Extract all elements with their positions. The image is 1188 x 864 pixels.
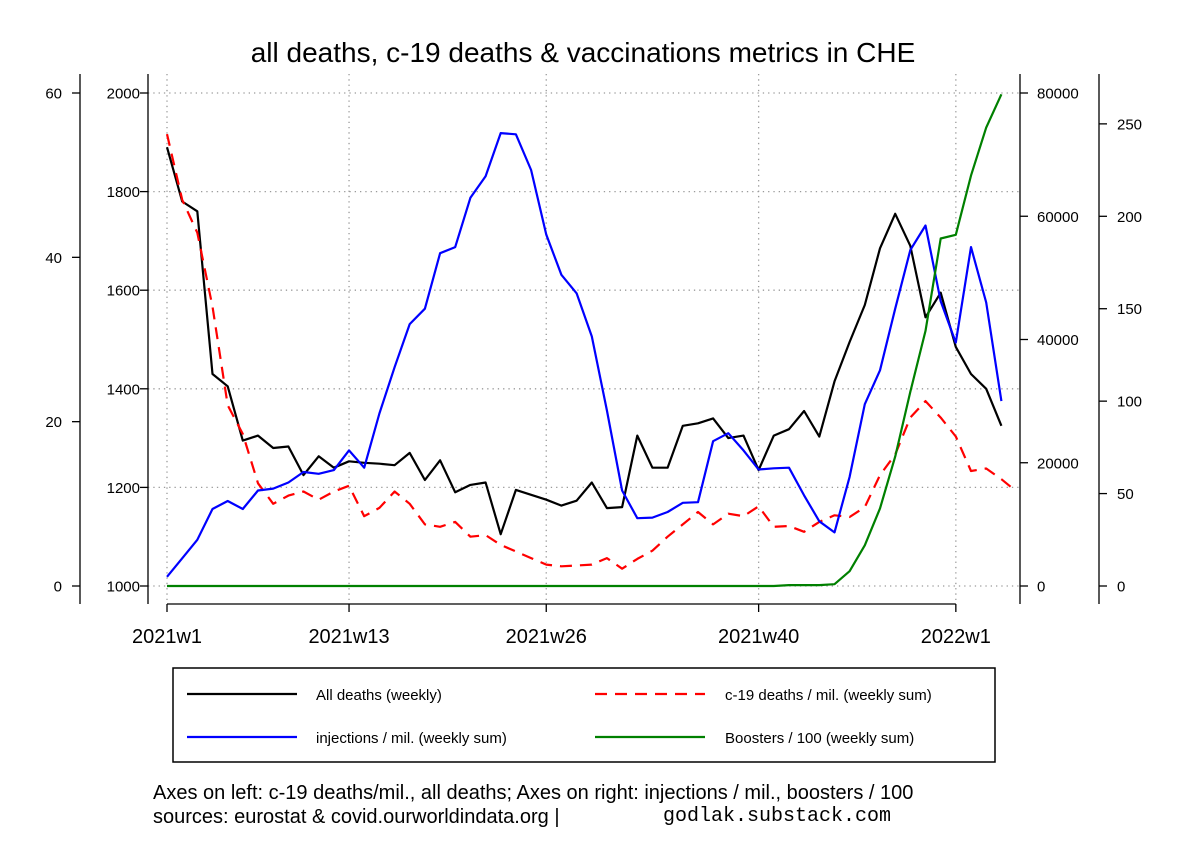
- x-tick-label: 2022w1: [921, 626, 991, 648]
- footer-axes-note: Axes on left: c-19 deaths/mil., all deat…: [153, 782, 913, 804]
- series-lines: [165, 93, 1018, 588]
- y-tick-label-injections_per_mil: 0: [1037, 579, 1045, 596]
- y-tick-label-c19_deaths_per_mil: 60: [45, 86, 62, 103]
- y-tick-label-boosters_per_100: 100: [1117, 394, 1142, 411]
- series-line-0: [165, 146, 1003, 536]
- footer-sources: sources: eurostat & covid.ourworldindata…: [153, 806, 560, 828]
- y-tick-label-boosters_per_100: 50: [1117, 486, 1134, 503]
- x-tick-label: 2021w13: [308, 626, 389, 648]
- y-tick-label-injections_per_mil: 60000: [1037, 209, 1079, 226]
- y-tick-label-injections_per_mil: 40000: [1037, 332, 1079, 349]
- y-tick-label-all_deaths: 1200: [107, 480, 140, 497]
- x-tick-label: 2021w40: [718, 626, 799, 648]
- grid: [148, 74, 1020, 604]
- legend-label-all-deaths: All deaths (weekly): [316, 687, 442, 704]
- y-tick-label-c19_deaths_per_mil: 20: [45, 414, 62, 431]
- legend-label-boosters: Boosters / 100 (weekly sum): [725, 730, 914, 747]
- y-tick-label-all_deaths: 1800: [107, 184, 140, 201]
- footer-credit: godlak.substack.com: [663, 805, 891, 828]
- y-tick-label-boosters_per_100: 150: [1117, 301, 1142, 318]
- series-line-1: [165, 133, 1018, 570]
- y-tick-label-all_deaths: 1000: [107, 579, 140, 596]
- y-tick-label-c19_deaths_per_mil: 0: [54, 579, 62, 596]
- y-tick-label-c19_deaths_per_mil: 40: [45, 250, 62, 267]
- legend: All deaths (weekly) c-19 deaths / mil. (…: [172, 667, 996, 763]
- x-tick-label: 2021w1: [132, 626, 202, 648]
- y-tick-label-boosters_per_100: 200: [1117, 209, 1142, 226]
- legend-label-c19-deaths: c-19 deaths / mil. (weekly sum): [725, 687, 932, 704]
- x-tick-label: 2021w26: [506, 626, 587, 648]
- series-line-3: [167, 93, 1003, 588]
- legend-label-injections: injections / mil. (weekly sum): [316, 730, 507, 747]
- chart-title: all deaths, c-19 deaths & vaccinations m…: [251, 37, 916, 68]
- y-tick-label-all_deaths: 2000: [107, 86, 140, 103]
- y-tick-label-boosters_per_100: 250: [1117, 116, 1142, 133]
- y-tick-label-all_deaths: 1400: [107, 381, 140, 398]
- y-tick-label-boosters_per_100: 0: [1117, 579, 1125, 596]
- series-line-2: [166, 132, 1003, 578]
- y-tick-label-injections_per_mil: 20000: [1037, 455, 1079, 472]
- y-tick-label-all_deaths: 1600: [107, 283, 140, 300]
- legend-box: [172, 667, 996, 763]
- y-tick-label-injections_per_mil: 80000: [1037, 86, 1079, 103]
- axes: 2021w1 2021w13 2021w26 2021w40 2022w1 0 20 40 60…: [45, 74, 1142, 648]
